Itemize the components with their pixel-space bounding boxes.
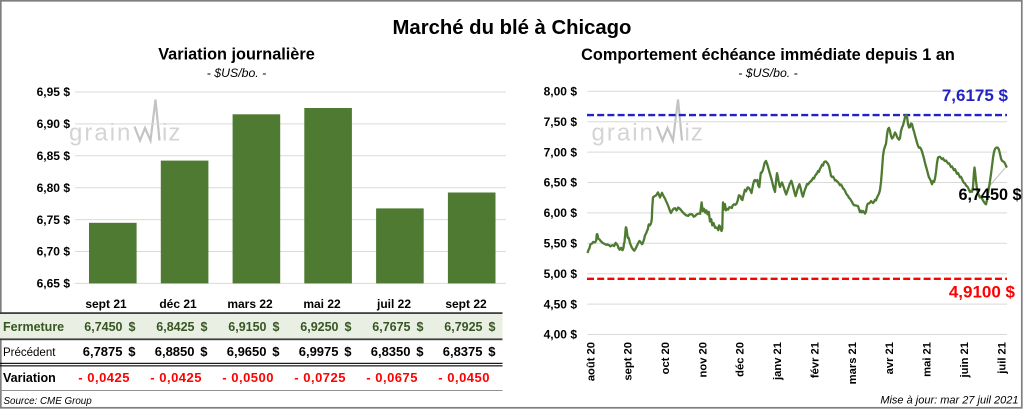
svg-text:6,90 $: 6,90 $ (37, 117, 71, 131)
svg-text:6,00 $: 6,00 $ (544, 206, 578, 220)
svg-text:juil 21: juil 21 (996, 342, 1008, 375)
svg-text:7,00 $: 7,00 $ (544, 145, 578, 159)
svg-text:4,00 $: 4,00 $ (544, 328, 578, 342)
svg-text:6,9975: 6,9975 (299, 344, 339, 359)
svg-text:sept 20: sept 20 (623, 342, 635, 381)
svg-text:5,00 $: 5,00 $ (544, 267, 578, 281)
svg-text:6,70 $: 6,70 $ (37, 245, 71, 259)
svg-text:$: $ (416, 344, 424, 359)
svg-text:mars 22: mars 22 (227, 297, 273, 311)
svg-text:- 0,0425: - 0,0425 (150, 370, 202, 385)
svg-text:$: $ (417, 320, 424, 334)
svg-text:$: $ (129, 320, 136, 334)
svg-text:déc 20: déc 20 (735, 342, 747, 377)
svg-text:8,00 $: 8,00 $ (544, 85, 578, 99)
svg-text:$: $ (489, 320, 496, 334)
svg-text:6,75 $: 6,75 $ (37, 213, 71, 227)
svg-text:6,8850: 6,8850 (155, 344, 195, 359)
svg-text:Variation journalière: Variation journalière (158, 46, 315, 64)
svg-text:avr 21: avr 21 (884, 342, 896, 374)
svg-text:6,7450 $: 6,7450 $ (958, 186, 1021, 204)
svg-text:mars 21: mars 21 (847, 342, 859, 384)
svg-text:juil 22: juil 22 (376, 297, 411, 311)
svg-text:4,9100 $: 4,9100 $ (949, 283, 1016, 302)
svg-text:$: $ (201, 320, 208, 334)
svg-text:- $US/bo. -: - $US/bo. - (207, 66, 266, 80)
svg-text:$: $ (128, 344, 136, 359)
svg-text:6,9250: 6,9250 (300, 320, 338, 334)
svg-text:août 20: août 20 (585, 342, 597, 381)
svg-text:mai 21: mai 21 (922, 342, 934, 377)
svg-text:- 0,0450: - 0,0450 (438, 370, 490, 385)
svg-text:6,7450: 6,7450 (84, 320, 122, 334)
svg-text:7,6175 $: 7,6175 $ (942, 86, 1009, 105)
svg-text:Mise à jour: mar 27 juil 2021: Mise à jour: mar 27 juil 2021 (880, 395, 1018, 407)
svg-text:- 0,0425: - 0,0425 (78, 370, 130, 385)
svg-text:6,7675: 6,7675 (372, 320, 410, 334)
svg-text:7,50 $: 7,50 $ (544, 115, 578, 129)
svg-text:sept 22: sept 22 (445, 297, 487, 311)
svg-text:6,65 $: 6,65 $ (37, 277, 71, 291)
svg-text:févr 21: févr 21 (810, 342, 822, 378)
svg-text:6,50 $: 6,50 $ (544, 176, 578, 190)
svg-text:6,7875: 6,7875 (83, 344, 123, 359)
svg-text:mai 22: mai 22 (303, 297, 341, 311)
svg-text:$: $ (344, 344, 352, 359)
svg-text:Fermeture: Fermeture (3, 320, 64, 334)
svg-text:4,50 $: 4,50 $ (544, 297, 578, 311)
svg-text:6,9650: 6,9650 (227, 344, 267, 359)
svg-text:6,8350: 6,8350 (371, 344, 411, 359)
svg-text:5,50 $: 5,50 $ (544, 237, 578, 251)
svg-text:6,8375: 6,8375 (443, 344, 483, 359)
svg-text:Marché du blé à Chicago: Marché du blé à Chicago (393, 17, 632, 39)
svg-text:déc 21: déc 21 (159, 297, 197, 311)
svg-text:iz: iz (162, 120, 181, 147)
svg-text:- $US/bo. -: - $US/bo. - (738, 66, 797, 80)
svg-text:Comportement échéance immédi: Comportement échéance immédiate depuis 1… (581, 46, 955, 64)
svg-text:nov 20: nov 20 (697, 342, 709, 377)
svg-text:$: $ (488, 344, 496, 359)
svg-text:Variation: Variation (3, 371, 56, 385)
svg-text:6,8425: 6,8425 (156, 320, 194, 334)
svg-text:6,7925: 6,7925 (444, 320, 482, 334)
svg-text:sept 21: sept 21 (85, 297, 127, 311)
svg-text:iz: iz (685, 120, 704, 147)
svg-text:6,85 $: 6,85 $ (37, 149, 71, 163)
svg-text:Source: CME Group: Source: CME Group (4, 396, 93, 407)
svg-text:$: $ (200, 344, 208, 359)
svg-text:$: $ (273, 320, 280, 334)
svg-text:6,9150: 6,9150 (228, 320, 266, 334)
svg-text:- 0,0675: - 0,0675 (366, 370, 418, 385)
svg-text:Précédent: Précédent (3, 347, 56, 359)
svg-text:$: $ (272, 344, 280, 359)
svg-text:janv 21: janv 21 (772, 342, 784, 381)
svg-text:juin 21: juin 21 (959, 342, 971, 378)
svg-text:grain: grain (592, 120, 655, 147)
svg-text:oct 20: oct 20 (660, 342, 672, 374)
svg-text:$: $ (345, 320, 352, 334)
svg-text:- 0,0500: - 0,0500 (222, 370, 274, 385)
svg-text:- 0,0725: - 0,0725 (294, 370, 346, 385)
svg-text:6,80 $: 6,80 $ (37, 181, 71, 195)
svg-text:6,95 $: 6,95 $ (37, 85, 71, 99)
